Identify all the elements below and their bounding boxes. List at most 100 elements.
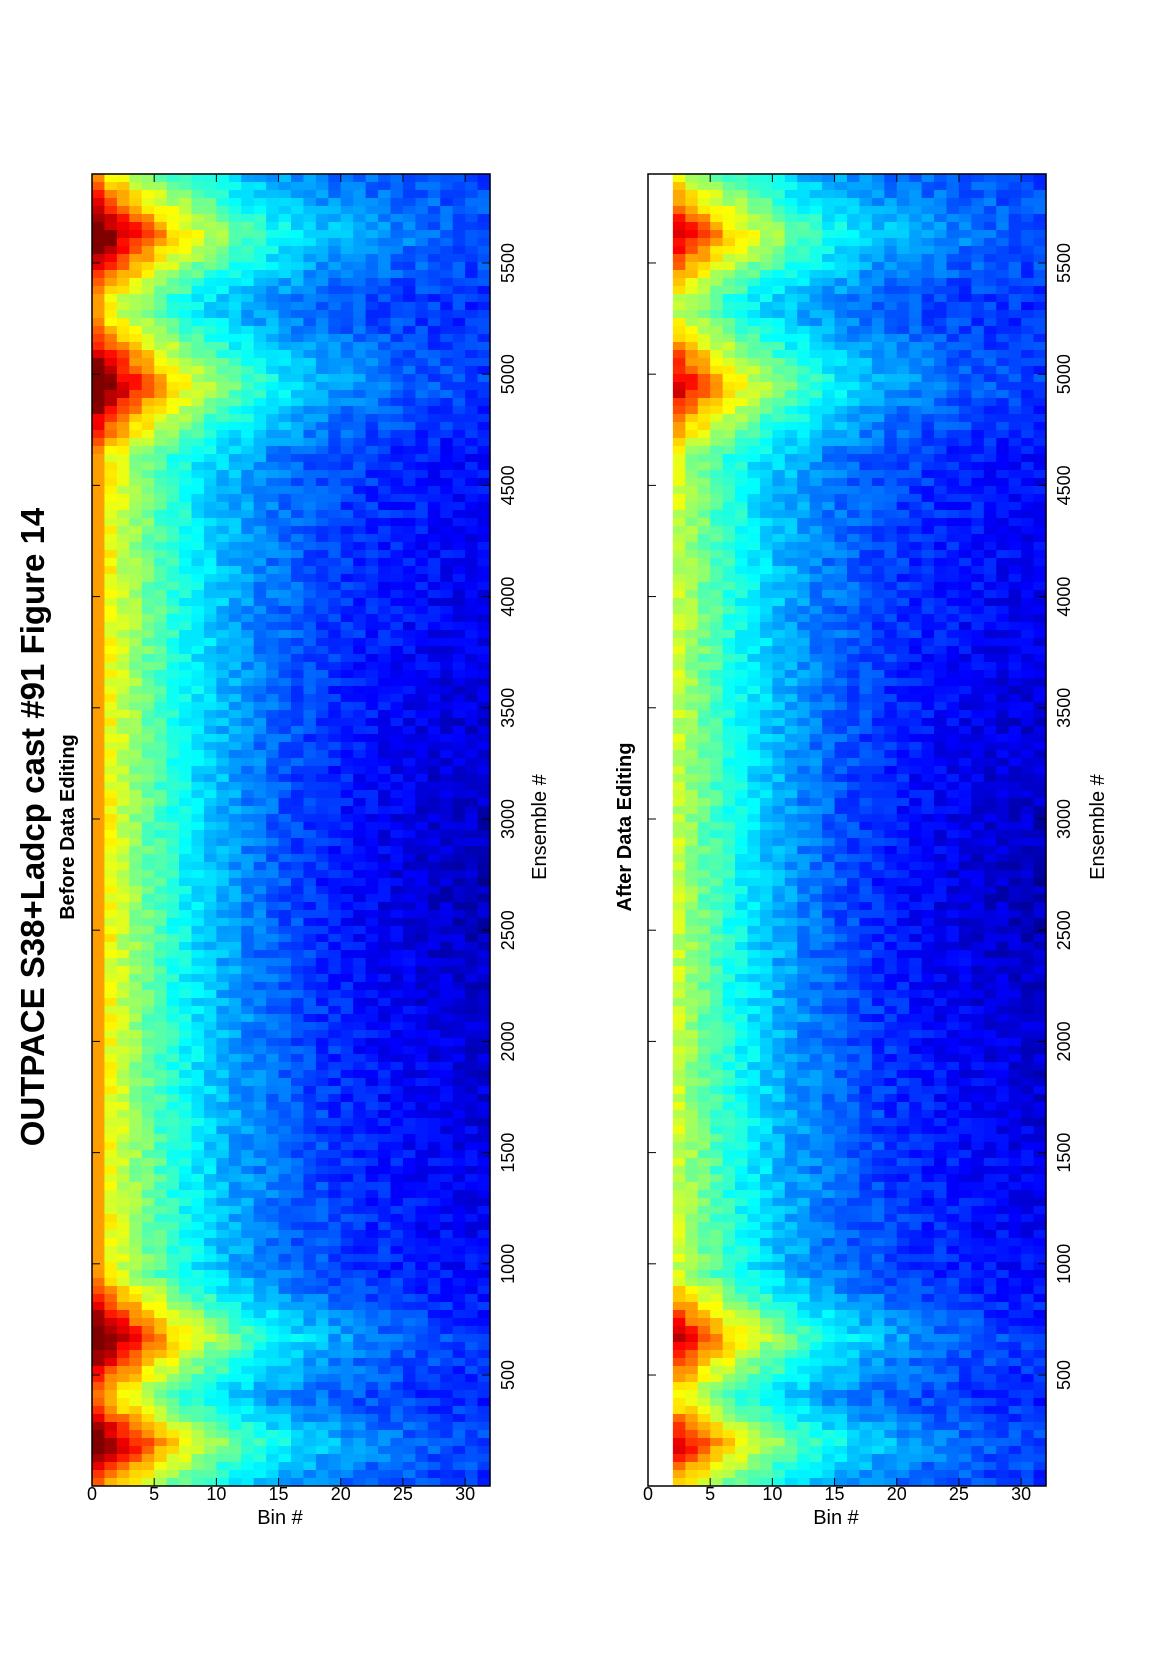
- heatmap-cell: [179, 557, 193, 566]
- heatmap-cell: [365, 901, 379, 910]
- heatmap-cell: [129, 701, 143, 710]
- heatmap-cell: [116, 1357, 130, 1366]
- heatmap-cell: [278, 589, 292, 598]
- heatmap-cell: [402, 861, 416, 870]
- heatmap-cell: [228, 1157, 242, 1166]
- heatmap-cell: [92, 933, 106, 942]
- heatmap-cell: [203, 1005, 217, 1014]
- heatmap-cell: [353, 1037, 367, 1046]
- heatmap-cell: [191, 453, 205, 462]
- heatmap-cell: [278, 1149, 292, 1158]
- heatmap-cell: [129, 557, 143, 566]
- heatmap-cell: [92, 1317, 106, 1326]
- heatmap-cell: [203, 277, 217, 286]
- heatmap-cell: [378, 797, 392, 806]
- heatmap-cell: [477, 245, 491, 254]
- heatmap-cell: [378, 701, 392, 710]
- heatmap-cell: [129, 837, 143, 846]
- heatmap-cell: [328, 1005, 342, 1014]
- heatmap-cell: [353, 461, 367, 470]
- heatmap-cell: [315, 1197, 329, 1206]
- heatmap-cell: [390, 837, 404, 846]
- heatmap-cell: [266, 1101, 280, 1110]
- heatmap-cell: [141, 773, 155, 782]
- heatmap-cell: [390, 733, 404, 742]
- heatmap-cell: [477, 1421, 491, 1430]
- heatmap-cell: [315, 485, 329, 494]
- heatmap-cell: [116, 693, 130, 702]
- heatmap-cell: [216, 397, 230, 406]
- heatmap-cell: [104, 373, 118, 382]
- heatmap-cell: [154, 429, 168, 438]
- heatmap-cell: [278, 637, 292, 646]
- heatmap-cell: [278, 885, 292, 894]
- heatmap-cell: [390, 1237, 404, 1246]
- heatmap-cell: [303, 245, 317, 254]
- heatmap-cell: [328, 965, 342, 974]
- heatmap-cell: [427, 637, 441, 646]
- heatmap-cell: [141, 981, 155, 990]
- heatmap-cell: [477, 293, 491, 302]
- heatmap-cell: [390, 877, 404, 886]
- heatmap-cell: [465, 285, 479, 294]
- heatmap-cell: [353, 869, 367, 878]
- heatmap-cell: [415, 789, 429, 798]
- heatmap-cell: [378, 541, 392, 550]
- heatmap-cell: [129, 293, 143, 302]
- heatmap-cell: [166, 1421, 180, 1430]
- heatmap-cell: [365, 429, 379, 438]
- heatmap-cell: [191, 549, 205, 558]
- heatmap-cell: [452, 853, 466, 862]
- heatmap-cell: [179, 949, 193, 958]
- heatmap-cell: [116, 589, 130, 598]
- heatmap-cell: [104, 1477, 118, 1486]
- heatmap-cell: [228, 685, 242, 694]
- heatmap-cell: [477, 381, 491, 390]
- heatmap-cell: [278, 413, 292, 422]
- heatmap-cell: [92, 1413, 106, 1422]
- heatmap-cell: [365, 1477, 379, 1486]
- heatmap-cell: [278, 269, 292, 278]
- heatmap-cell: [266, 1253, 280, 1262]
- heatmap-cell: [203, 645, 217, 654]
- heatmap-cell: [179, 1045, 193, 1054]
- heatmap-cell: [328, 1205, 342, 1214]
- heatmap-cell: [191, 597, 205, 606]
- heatmap-cell: [315, 1013, 329, 1022]
- heatmap-cell: [340, 1165, 354, 1174]
- heatmap-cell: [141, 621, 155, 630]
- heatmap-cell: [191, 581, 205, 590]
- heatmap-cell: [166, 1109, 180, 1118]
- heatmap-cell: [303, 381, 317, 390]
- heatmap-cell: [328, 1045, 342, 1054]
- heatmap-cell: [116, 1317, 130, 1326]
- heatmap-cell: [104, 1285, 118, 1294]
- heatmap-cell: [253, 421, 267, 430]
- heatmap-cell: [328, 973, 342, 982]
- heatmap-cell: [378, 981, 392, 990]
- heatmap-cell: [104, 821, 118, 830]
- heatmap-cell: [253, 301, 267, 310]
- heatmap-cell: [104, 1277, 118, 1286]
- heatmap-cell: [129, 277, 143, 286]
- heatmap-cell: [228, 437, 242, 446]
- heatmap-cell: [328, 653, 342, 662]
- heatmap-cell: [353, 757, 367, 766]
- heatmap-cell: [228, 1205, 242, 1214]
- heatmap-cell: [129, 1189, 143, 1198]
- heatmap-cell: [328, 1389, 342, 1398]
- heatmap-cell: [303, 261, 317, 270]
- heatmap-cell: [427, 1341, 441, 1350]
- heatmap-cell: [166, 565, 180, 574]
- heatmap-cell: [92, 269, 106, 278]
- heatmap-cell: [116, 1133, 130, 1142]
- heatmap-cell: [402, 693, 416, 702]
- heatmap-cell: [241, 653, 255, 662]
- heatmap-cell: [402, 1301, 416, 1310]
- heatmap-cell: [116, 301, 130, 310]
- heatmap-cell: [452, 565, 466, 574]
- heatmap-cell: [340, 1325, 354, 1334]
- heatmap-cell: [241, 661, 255, 670]
- heatmap-cell: [228, 421, 242, 430]
- heatmap-cell: [328, 1421, 342, 1430]
